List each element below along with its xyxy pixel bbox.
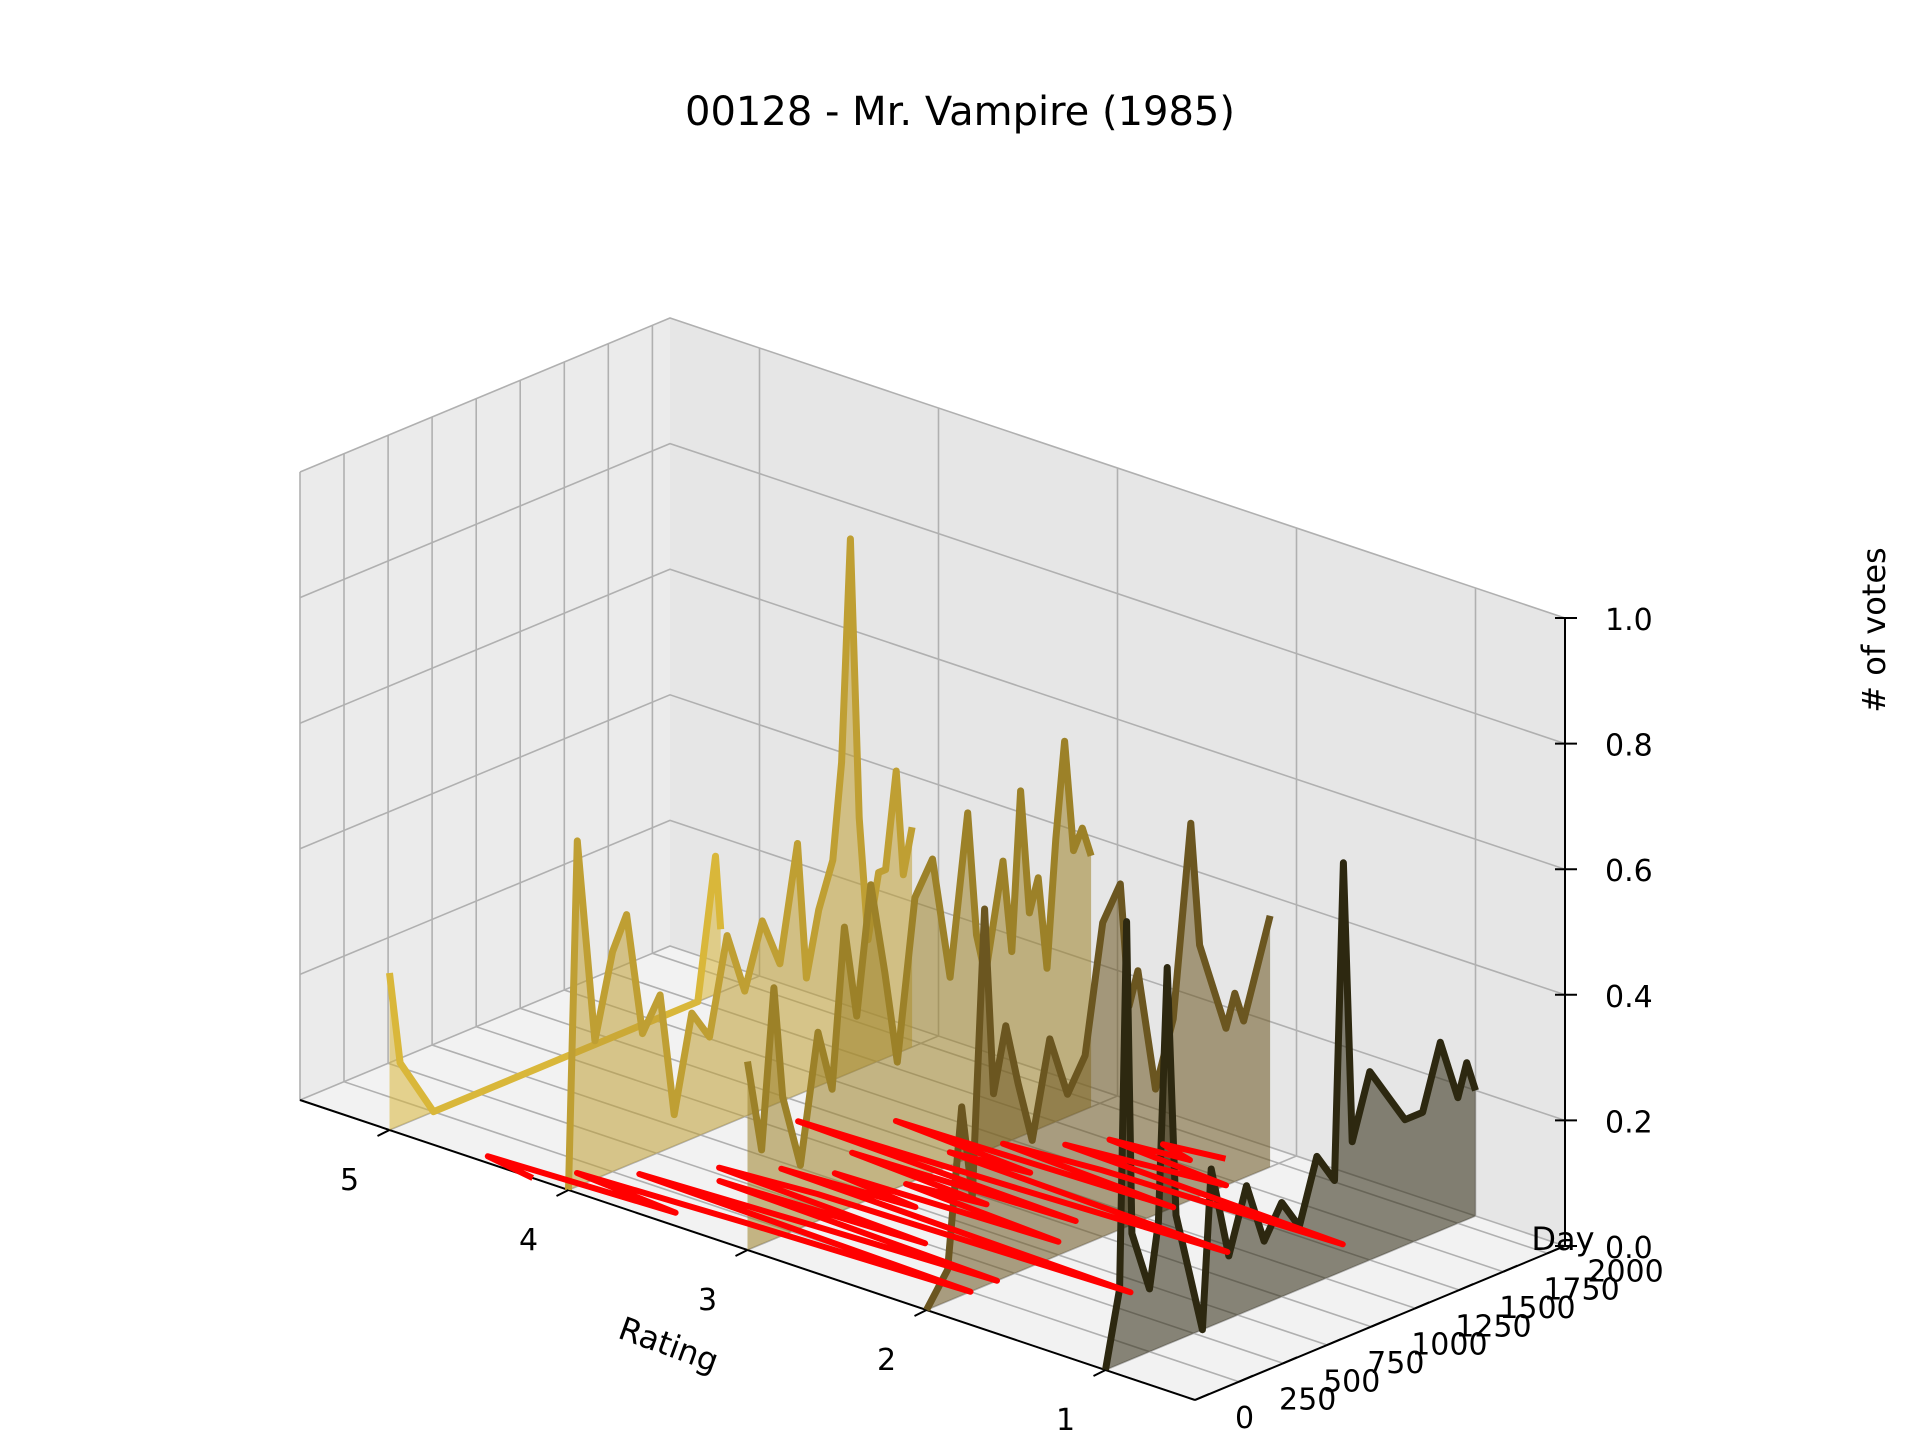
x-tick-label: 2 bbox=[877, 1343, 896, 1378]
z-tick-label: 0.4 bbox=[1605, 980, 1653, 1015]
y-tick-mark bbox=[1458, 1283, 1474, 1291]
y-tick-mark bbox=[1502, 1264, 1518, 1273]
x-tick-mark bbox=[377, 1129, 390, 1137]
x-tick-mark bbox=[1093, 1369, 1106, 1377]
z-tick-label: 0.2 bbox=[1605, 1105, 1653, 1140]
x-tick-label: 3 bbox=[698, 1283, 717, 1318]
grid-line-votes bbox=[299, 442, 1566, 745]
y-axis-label: Day bbox=[1531, 1220, 1594, 1258]
chart-title: 00128 - Mr. Vampire (1985) bbox=[685, 89, 1235, 135]
mean-rating-line bbox=[484, 1118, 1346, 1296]
grid-line-votes bbox=[299, 317, 1566, 619]
y-tick-mark bbox=[1326, 1338, 1342, 1346]
x-tick-label: 1 bbox=[1056, 1403, 1075, 1438]
z-tick-label: 0.8 bbox=[1605, 729, 1653, 764]
series-area-rating-1 bbox=[1105, 862, 1476, 1370]
x-axis-label: Rating bbox=[614, 1309, 724, 1380]
z-axis-label: # of votes bbox=[1855, 547, 1893, 712]
series-area-rating-5 bbox=[389, 856, 721, 1130]
y-tick-label: 500 bbox=[1323, 1364, 1380, 1399]
series-area-rating-4 bbox=[568, 538, 913, 1190]
y-tick-mark bbox=[1370, 1319, 1386, 1328]
y-tick-label: 750 bbox=[1367, 1346, 1424, 1381]
y-tick-label: 250 bbox=[1279, 1383, 1336, 1418]
y-tick-label: 2000 bbox=[1587, 1254, 1663, 1289]
series-line-rating-5 bbox=[386, 852, 725, 1116]
z-tick-label: 0.6 bbox=[1605, 854, 1653, 889]
y-tick-mark bbox=[1282, 1356, 1298, 1365]
y-tick-label: 1000 bbox=[1411, 1328, 1487, 1363]
y-tick-mark bbox=[1414, 1301, 1430, 1310]
y-tick-mark bbox=[1546, 1246, 1562, 1255]
x-tick-mark bbox=[556, 1189, 569, 1197]
y-tick-mark bbox=[1194, 1393, 1210, 1401]
series-line-rating-3 bbox=[744, 737, 1095, 1169]
y-tick-label: 1500 bbox=[1499, 1291, 1575, 1326]
data-series bbox=[386, 535, 1479, 1371]
y-tick-label: 1750 bbox=[1543, 1273, 1619, 1308]
series-line-rating-2 bbox=[923, 819, 1274, 1312]
series-line-rating-1 bbox=[1102, 859, 1479, 1371]
z-tick-label: 0.0 bbox=[1605, 1231, 1653, 1266]
grid-line-votes bbox=[299, 568, 1566, 870]
x-tick-label: 5 bbox=[340, 1163, 359, 1198]
grid-line-votes bbox=[299, 693, 1566, 996]
y-tick-label: 0 bbox=[1235, 1401, 1254, 1436]
z-tick-label: 1.0 bbox=[1605, 603, 1653, 638]
x-tick-mark bbox=[914, 1309, 927, 1317]
x-tick-mark bbox=[735, 1249, 748, 1257]
y-tick-mark bbox=[1238, 1374, 1254, 1383]
y-tick-label: 1250 bbox=[1455, 1309, 1531, 1344]
x-tick-label: 4 bbox=[519, 1223, 538, 1258]
